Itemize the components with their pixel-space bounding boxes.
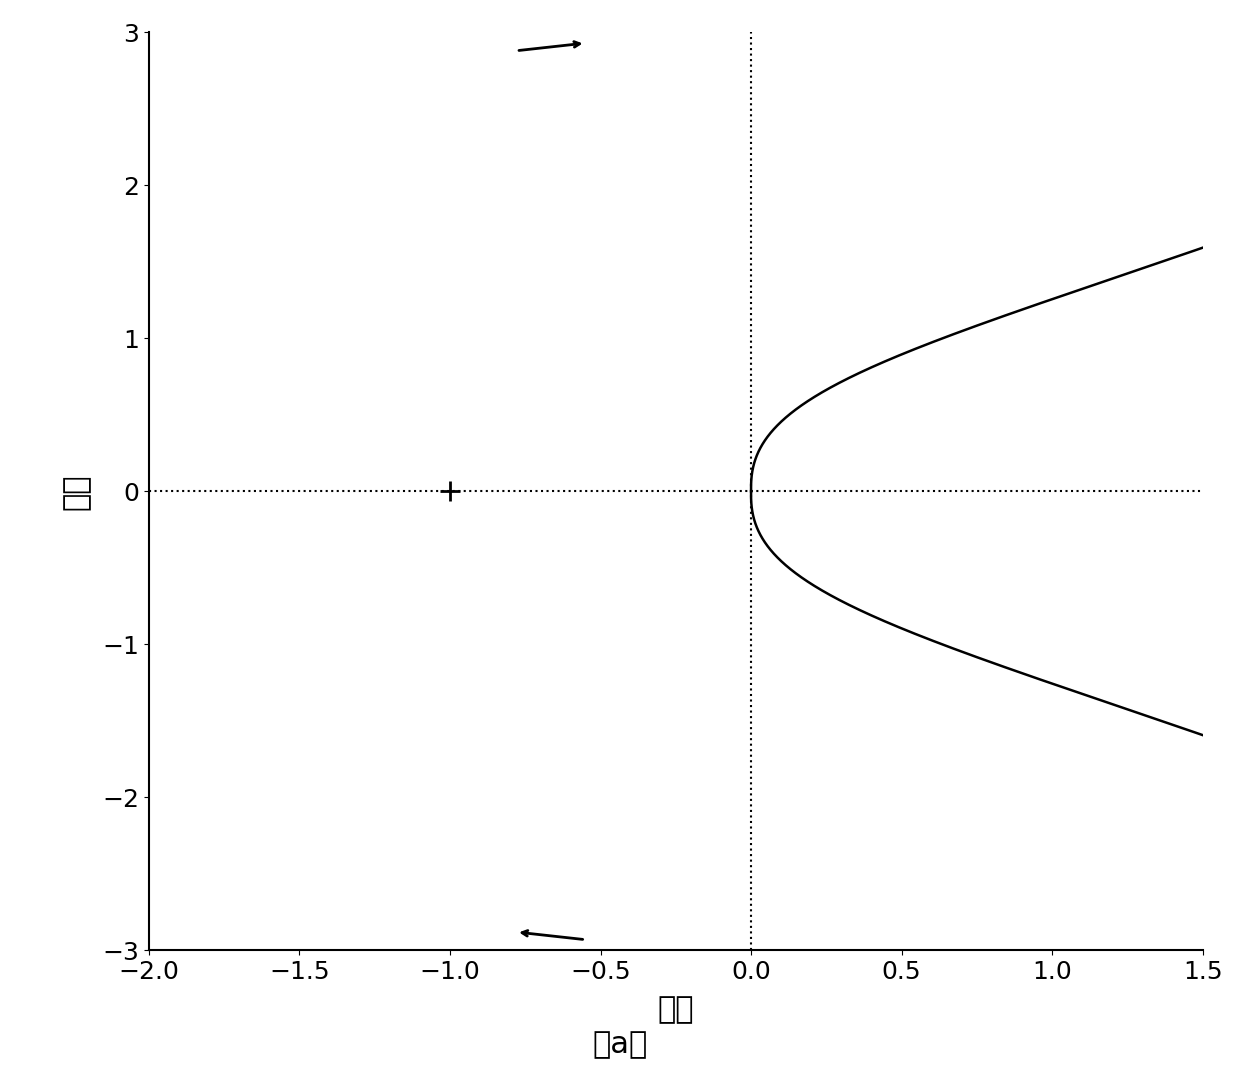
X-axis label: 实轴: 实轴: [657, 996, 694, 1024]
Text: （a）: （a）: [593, 1030, 647, 1059]
Y-axis label: 虚轴: 虚轴: [62, 473, 91, 510]
